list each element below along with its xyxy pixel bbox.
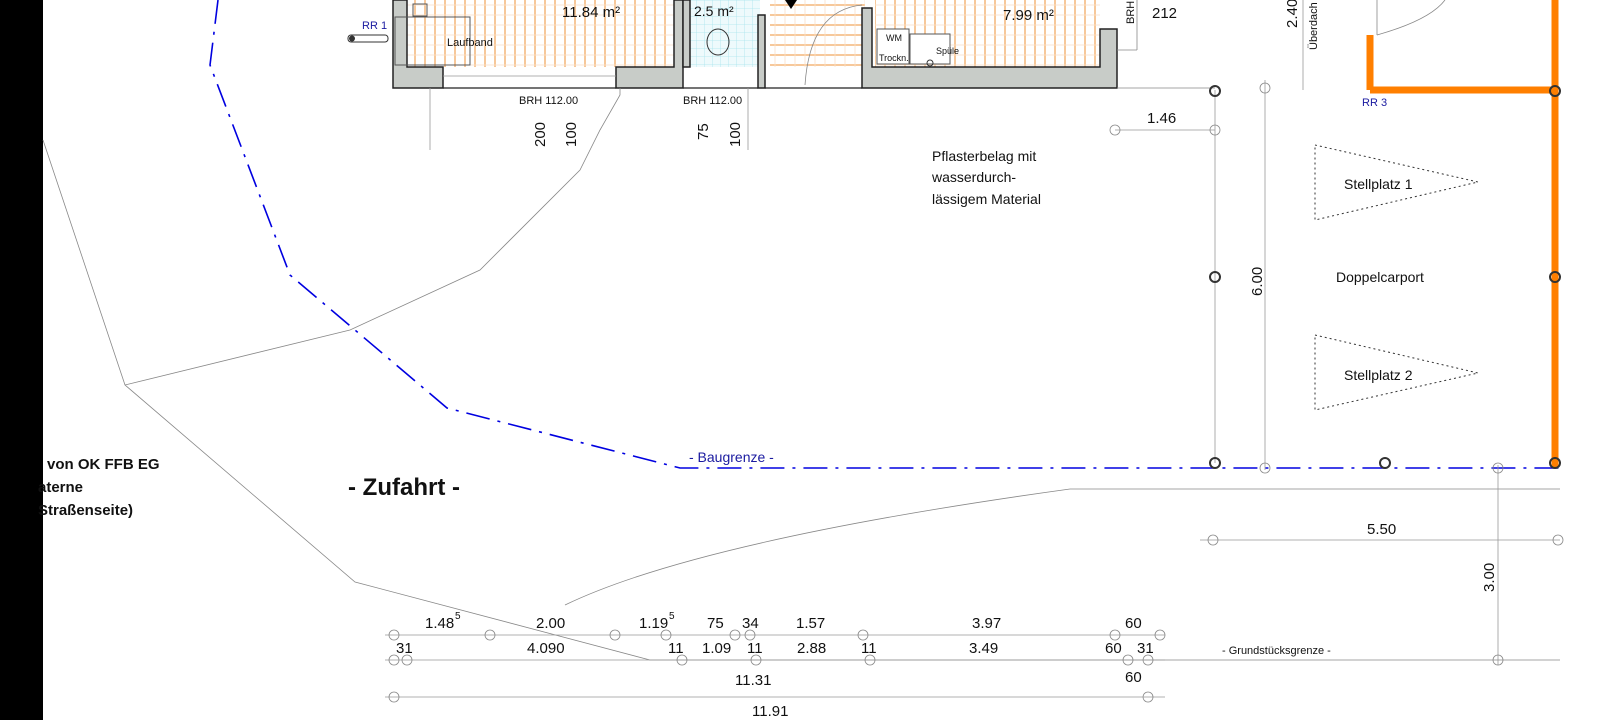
entrance-arrow-icon [785,0,797,9]
fixture-label: Spüle [936,46,959,56]
parking-label: Stellplatz 1 [1344,176,1413,192]
note-text: aterne [38,479,83,496]
parking-label: Stellplatz 2 [1344,367,1413,383]
dimension: 1.09 [702,640,731,657]
sink-icon [909,33,951,65]
room-gym-floor [407,0,677,67]
fixture-label: Laufband [447,37,493,49]
washer-icon [876,28,910,65]
room-bath-floor [690,0,760,67]
dimension: 11.31 [735,672,771,689]
dimension: 3.97 [972,615,1001,632]
room-area: 11.84 m² [562,4,620,21]
annotations: RR 1 RR 3 BRH 112.00 BRH 112.00 BRH 212 … [38,0,1424,657]
dimension: 6.00 [1249,267,1266,296]
room-area: 2.5 m² [694,3,734,19]
rr1-downpipe [347,34,389,43]
dimension: 75 [707,615,724,632]
dimension: 1.19 [639,615,668,632]
note-text: von OK FFB EG [47,456,160,473]
parking-space-2 [1314,334,1479,411]
sill-height-label: BRH [1125,1,1137,24]
dimension: 4.090 [527,640,565,657]
dimension: 75 [695,123,712,140]
carport-label: Doppelcarport [1336,269,1424,285]
dimension: 3.49 [969,640,998,657]
dimension: 100 [563,122,580,147]
note-text: Straßenseite) [38,502,133,519]
driveway-label: - Zufahrt - [348,474,460,501]
dimension: 1.48 [425,615,454,632]
wall [392,0,444,89]
wall [682,0,691,68]
rr3-label: RR 3 [1362,97,1387,109]
carport-frame [1214,0,1559,470]
property-line-label: - Grundstücksgrenze - [1222,645,1331,657]
dimension: 200 [532,122,549,147]
carport-posts [1209,85,1561,469]
building [392,0,1138,89]
dimension: 34 [742,615,759,632]
paving-note: wasserdurch- [931,169,1016,185]
rr1-label: RR 1 [362,20,387,32]
parking-space-1 [1314,144,1479,221]
dimension: 5.50 [1367,521,1396,538]
door-swing [804,4,863,86]
sill-height-value: 212 [1152,5,1177,22]
dimension: 3.00 [1481,563,1498,592]
dimension: 2.40 [1284,0,1301,28]
room-labels: 11.84 m² Laufband 2.5 m² 7.99 m² WM Troc… [447,3,1054,63]
dimension-superscript: 5 [669,611,675,622]
dimension: 60 [1125,615,1142,632]
overhang-label: Überdach [1308,2,1320,50]
dimension-lines [385,82,1564,703]
dimension: 11 [668,640,684,657]
lot-lines [42,87,1560,661]
dimension: 1.57 [796,615,825,632]
toilet-icon [706,28,730,56]
dimension-texts: 200 100 75 100 1.46 6.00 5.50 3.00 1.48 … [396,110,1498,720]
dimension: 2.88 [797,640,826,657]
paving-note: lässigem Material [932,191,1041,207]
room-area: 7.99 m² [1003,7,1054,24]
wall [861,7,1118,89]
dimension: 100 [727,122,744,147]
dimension: 11 [747,640,763,657]
dimension-superscript: 5 [455,611,461,622]
dimension: 11.91 [752,703,788,720]
dimension: 11 [861,640,877,657]
treadmill-icon [394,16,471,66]
paving-note: Pflasterbelag mit [932,148,1036,164]
baugrenze-line [209,0,1560,469]
wall [757,14,766,89]
fixture-label: WM [886,33,902,43]
dimension: 31 [396,640,413,657]
dimension: 1.46 [1147,110,1176,127]
sill-height-label: BRH 112.00 [683,95,742,107]
fixture-label: Trockn. [879,53,909,63]
baugrenze-label: - Baugrenze - [689,449,774,465]
dimension: 60 [1125,669,1142,686]
sill-height-label: BRH 112.00 [519,95,578,107]
dimension: 60 [1105,640,1122,657]
dimension: 31 [1137,640,1154,657]
left-edge-bar [0,0,43,720]
dimension: 2.00 [536,615,565,632]
